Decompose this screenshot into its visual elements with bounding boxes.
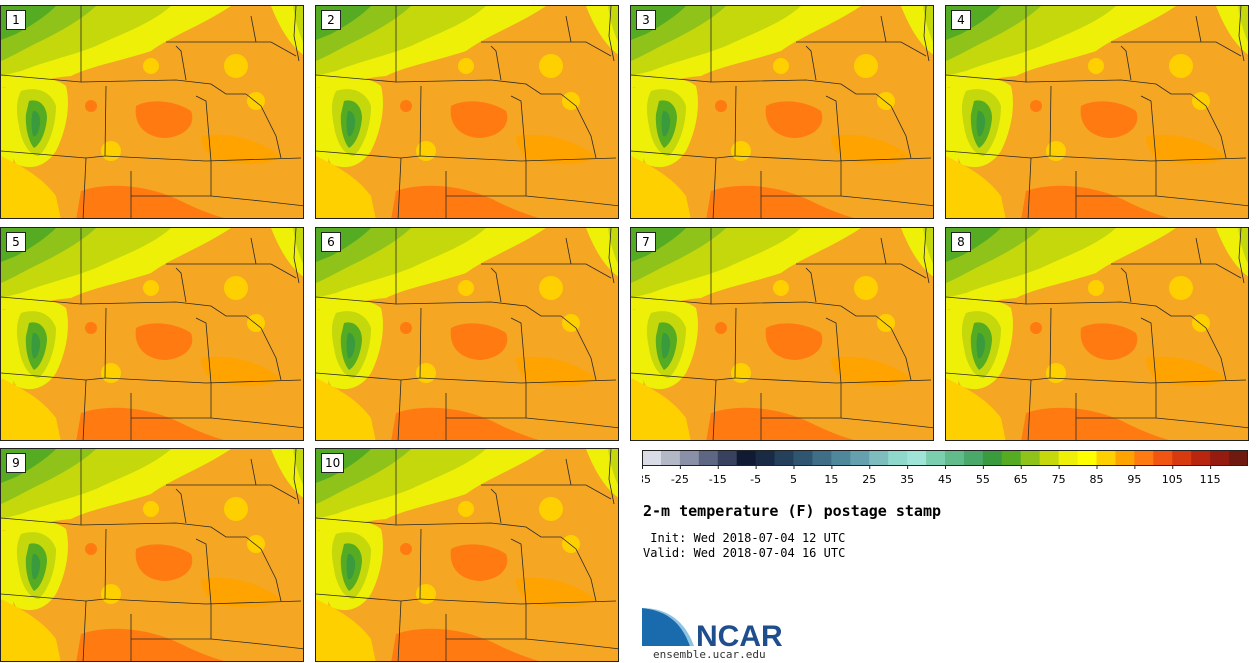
colorbar-swatches <box>642 450 1248 466</box>
colorbar-tick-label: 5 <box>790 473 797 486</box>
temperature-map <box>631 228 933 440</box>
colorbar-swatch <box>1039 450 1060 466</box>
temperature-map <box>946 6 1248 218</box>
member-panel: 9 <box>0 448 304 662</box>
colorbar: -35 -25 -15 -5 5 15 25 35 45 55 65 75 85 95 105 115 <box>642 450 1248 490</box>
colorbar-swatch <box>793 450 813 466</box>
colorbar-swatch <box>774 450 794 466</box>
colorbar-swatch <box>642 450 662 466</box>
colorbar-swatch <box>698 450 719 466</box>
colorbar-swatch <box>945 450 965 466</box>
temperature-map <box>316 449 618 661</box>
colorbar-tick-label: 105 <box>1162 473 1183 486</box>
chart-title: 2-m temperature (F) postage stamp <box>643 502 942 520</box>
member-panel: 3 <box>630 5 934 219</box>
colorbar-swatch <box>1115 450 1135 466</box>
colorbar-swatch <box>850 450 870 466</box>
temperature-map <box>1 449 303 661</box>
colorbar-swatch <box>926 450 946 466</box>
member-panel: 1 <box>0 5 304 219</box>
member-number: 7 <box>636 232 656 252</box>
colorbar-swatch <box>717 450 738 466</box>
colorbar-tick-label: 15 <box>824 473 838 486</box>
member-number: 6 <box>321 232 341 252</box>
colorbar-swatch <box>736 450 757 466</box>
member-number: 4 <box>951 10 971 30</box>
member-number: 10 <box>321 453 345 473</box>
member-panel: 7 <box>630 227 934 441</box>
member-panel: 8 <box>945 227 1249 441</box>
temperature-map <box>1 228 303 440</box>
colorbar-tick-label: -15 <box>709 473 727 486</box>
colorbar-tick-label: 25 <box>862 473 876 486</box>
member-number: 5 <box>6 232 26 252</box>
ncar-logo: NCAR <box>642 608 783 653</box>
member-panel: 6 <box>315 227 619 441</box>
colorbar-swatch <box>1210 450 1230 466</box>
temperature-map <box>631 6 933 218</box>
member-number: 9 <box>6 453 26 473</box>
member-number: 2 <box>321 10 341 30</box>
temperature-map <box>946 228 1248 440</box>
colorbar-swatch <box>982 450 1003 466</box>
temperature-map <box>316 228 618 440</box>
colorbar-tick-label: 95 <box>1127 473 1141 486</box>
colorbar-swatch <box>1172 450 1192 466</box>
colorbar-tick-label: 115 <box>1200 473 1221 486</box>
colorbar-tick-label: 85 <box>1090 473 1104 486</box>
colorbar-swatch <box>1229 450 1248 466</box>
colorbar-swatch <box>1134 450 1154 466</box>
colorbar-swatch <box>812 450 832 466</box>
colorbar-swatch <box>963 450 984 466</box>
colorbar-swatch <box>869 450 889 466</box>
member-panel: 5 <box>0 227 304 441</box>
ncar-wordmark: NCAR <box>696 620 783 653</box>
init-time: Init: Wed 2018-07-04 12 UTC <box>643 531 846 545</box>
colorbar-swatch <box>755 450 776 466</box>
colorbar-swatch <box>1077 450 1097 466</box>
colorbar-tick-label: -5 <box>750 473 761 486</box>
colorbar-tick-label: -25 <box>671 473 689 486</box>
colorbar-tick-label: 35 <box>900 473 914 486</box>
colorbar-swatch <box>831 450 851 466</box>
colorbar-swatch <box>888 450 908 466</box>
colorbar-swatch <box>660 450 681 466</box>
colorbar-swatch <box>679 450 700 466</box>
temperature-map <box>316 6 618 218</box>
colorbar-ticks: -35 -25 -15 -5 5 15 25 35 45 55 65 75 85 95 105 115 <box>642 465 1221 486</box>
valid-time: Valid: Wed 2018-07-04 16 UTC <box>643 546 846 560</box>
colorbar-tick-label: 65 <box>1014 473 1028 486</box>
colorbar-tick-label: 55 <box>976 473 990 486</box>
member-panel: 4 <box>945 5 1249 219</box>
member-panel: 10 <box>315 448 619 662</box>
member-number: 1 <box>6 10 26 30</box>
colorbar-tick-label: -35 <box>642 473 651 486</box>
temperature-map <box>1 6 303 218</box>
colorbar-tick-label: 75 <box>1052 473 1066 486</box>
colorbar-tick-label: 45 <box>938 473 952 486</box>
colorbar-swatch <box>1001 450 1022 466</box>
colorbar-swatch <box>1191 450 1211 466</box>
colorbar-swatch <box>1096 450 1116 466</box>
colorbar-swatch <box>1058 450 1079 466</box>
logo-url: ensemble.ucar.edu <box>653 648 766 661</box>
colorbar-swatch <box>1153 450 1173 466</box>
member-number: 3 <box>636 10 656 30</box>
colorbar-swatch <box>1020 450 1041 466</box>
member-number: 8 <box>951 232 971 252</box>
member-panel: 2 <box>315 5 619 219</box>
colorbar-swatch <box>907 450 927 466</box>
